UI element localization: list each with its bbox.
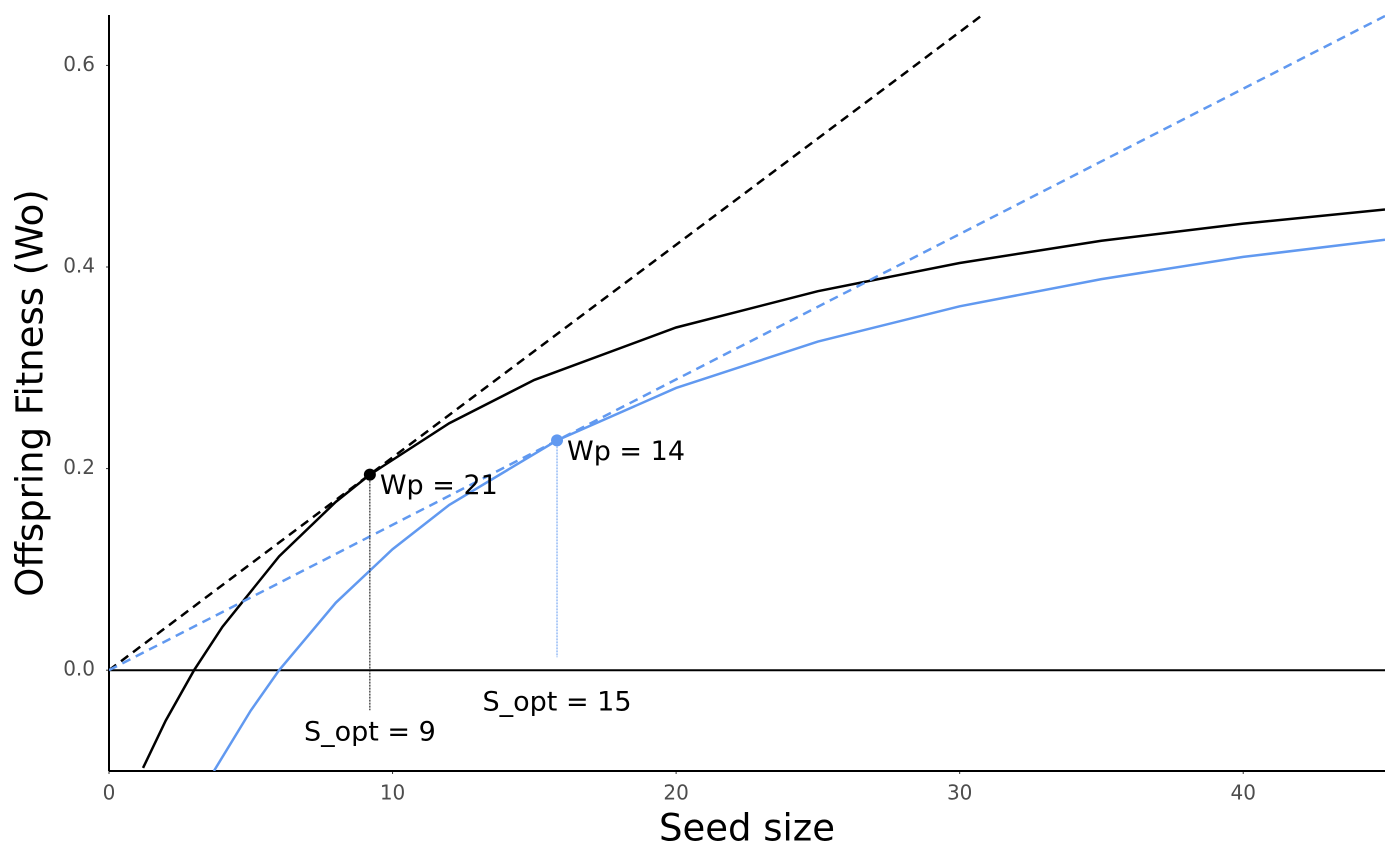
point-label: Wp = 21 <box>380 470 498 501</box>
series-line <box>141 208 1385 769</box>
x-tick-label: 20 <box>663 781 688 805</box>
x-axis-title: Seed size <box>659 807 835 850</box>
y-tick-label: 0.2 <box>63 455 95 479</box>
optimum-point <box>363 468 376 481</box>
series-line <box>212 238 1385 771</box>
x-tick-label: 0 <box>103 781 116 805</box>
x-tick-label: 40 <box>1230 781 1255 805</box>
y-tick-label: 0.0 <box>63 657 95 681</box>
x-tick-label: 30 <box>947 781 972 805</box>
y-axis-title: Offspring Fitness (Wo) <box>9 189 52 596</box>
point-label: Wp = 14 <box>567 436 685 467</box>
optimum-point <box>551 434 564 447</box>
y-tick-label: 0.4 <box>63 254 95 278</box>
x-annotation: S_opt = 9 <box>304 717 436 748</box>
y-tick-label: 0.6 <box>63 52 95 76</box>
x-annotation: S_opt = 15 <box>483 687 632 718</box>
series-line <box>109 15 984 672</box>
x-tick-label: 10 <box>380 781 405 805</box>
series-line <box>109 15 1385 672</box>
